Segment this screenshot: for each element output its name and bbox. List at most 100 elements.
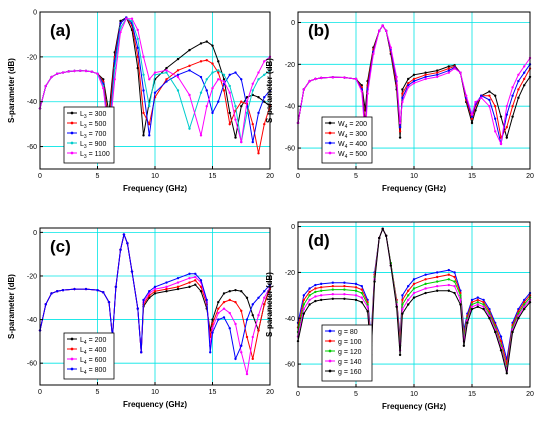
data-point	[251, 357, 254, 361]
data-point	[136, 66, 139, 70]
legend-entry-prefix: L	[80, 337, 84, 344]
data-point	[354, 77, 358, 81]
x-tick-label: 5	[96, 173, 100, 180]
data-point	[424, 71, 427, 74]
data-point	[523, 298, 526, 302]
data-point	[251, 89, 254, 92]
data-point	[314, 290, 317, 294]
data-point	[453, 271, 456, 274]
data-point	[412, 296, 416, 299]
data-point	[511, 105, 514, 108]
data-point	[436, 289, 439, 292]
data-point	[459, 71, 462, 74]
data-point	[395, 305, 398, 308]
legend-entry-prefix: W	[338, 131, 345, 138]
legend-swatch-marker	[328, 359, 332, 363]
data-point	[436, 73, 439, 77]
data-point	[470, 301, 474, 304]
x-tick-label: 0	[296, 173, 300, 180]
data-point	[331, 297, 334, 300]
data-point	[234, 357, 237, 361]
data-point	[56, 290, 59, 293]
data-point	[245, 335, 249, 339]
x-tick-label: 10	[410, 391, 418, 398]
data-point	[251, 314, 254, 317]
legend-entry-label: W4 = 500	[338, 151, 367, 160]
data-point	[343, 284, 346, 288]
data-point	[251, 82, 254, 85]
data-point	[401, 303, 404, 306]
data-point	[308, 287, 311, 290]
data-point	[194, 283, 197, 286]
y-axis-label: S-parameter (dB)	[7, 274, 16, 339]
data-point	[470, 303, 474, 306]
legend-entry-suffix: = 300	[87, 111, 107, 118]
y-tick-label: 0	[33, 10, 37, 17]
data-point	[320, 282, 323, 286]
data-point	[142, 298, 145, 302]
data-point	[251, 303, 254, 306]
legend-entry-prefix: g = 160	[338, 369, 362, 376]
legend-swatch-marker	[328, 131, 332, 135]
data-point	[354, 289, 358, 292]
data-point	[436, 75, 439, 79]
data-point	[217, 60, 220, 63]
legend-entry-prefix: L	[80, 141, 84, 148]
data-point	[263, 303, 266, 306]
data-point	[56, 72, 59, 75]
data-point	[360, 291, 363, 295]
data-point	[205, 105, 208, 108]
data-point	[407, 303, 410, 306]
y-tick-label: -40	[285, 104, 295, 111]
data-point	[320, 289, 323, 292]
data-point	[331, 288, 334, 291]
data-point	[378, 29, 381, 33]
data-point	[209, 351, 212, 354]
data-point	[211, 111, 214, 115]
data-point	[314, 299, 317, 303]
data-point	[176, 89, 180, 92]
legend-entry-prefix: L	[80, 357, 84, 364]
data-point	[453, 67, 456, 70]
data-point	[165, 78, 168, 81]
data-point	[412, 73, 416, 77]
data-point	[44, 303, 47, 306]
legend-box	[63, 332, 115, 380]
data-point	[494, 105, 497, 108]
legend-entry-subscript: 3	[84, 134, 87, 140]
legend-entry-suffix: = 200	[347, 121, 367, 128]
data-point	[424, 73, 427, 77]
legend-entry-suffix: = 200	[87, 337, 107, 344]
data-point	[523, 65, 526, 68]
data-point	[412, 77, 416, 81]
data-point	[217, 71, 220, 74]
data-point	[257, 71, 260, 74]
data-point	[194, 272, 197, 275]
data-point	[360, 284, 363, 288]
legend-entry-label: L4 = 800	[80, 367, 106, 376]
data-point	[228, 91, 231, 94]
series-5	[296, 227, 532, 375]
data-point	[222, 316, 226, 319]
legend-entry-suffix: = 500	[347, 151, 367, 158]
chart-panel-1: 0 5 10 15 20 0 -20 -40 -60 Frequency (GHz) S-param…	[7, 10, 274, 194]
data-point	[211, 62, 214, 65]
data-point	[447, 69, 450, 72]
data-point	[257, 152, 260, 155]
data-point	[188, 285, 191, 289]
legend-entry-suffix: = 500	[87, 121, 107, 128]
data-point	[122, 233, 126, 236]
data-point	[302, 303, 305, 306]
data-point	[263, 122, 266, 126]
data-point	[205, 59, 208, 62]
data-point	[119, 248, 122, 252]
data-point	[119, 22, 122, 25]
legend-entry-prefix: W	[338, 141, 345, 148]
data-point	[245, 296, 249, 299]
data-point	[436, 275, 439, 279]
data-point	[228, 122, 231, 126]
data-point	[505, 125, 508, 129]
data-point	[251, 335, 254, 339]
data-point	[343, 281, 346, 284]
data-point	[308, 294, 311, 297]
